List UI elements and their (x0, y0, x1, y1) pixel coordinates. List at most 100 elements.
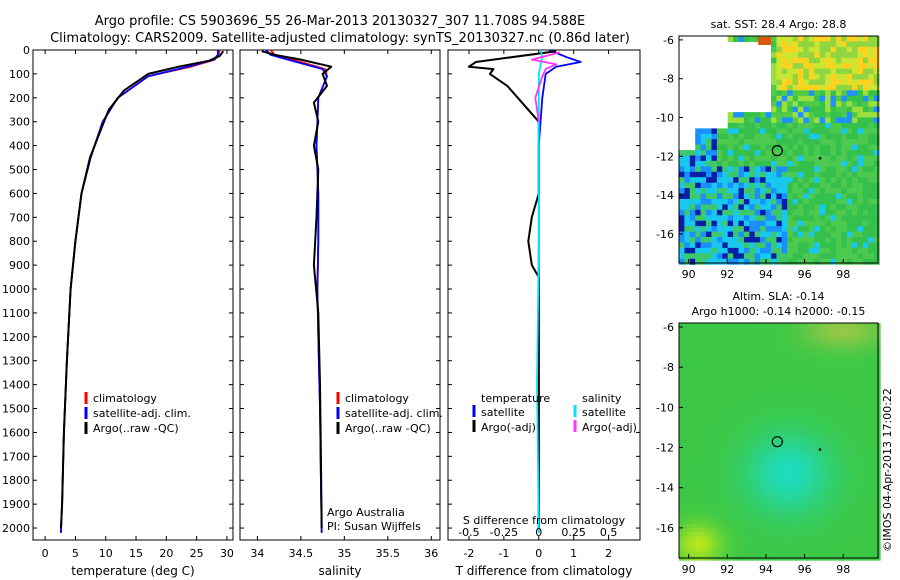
s-tick-label: -0.25 (490, 526, 518, 539)
map-cell (733, 133, 740, 140)
map-cell (771, 375, 777, 380)
map-cell (787, 122, 794, 129)
map-cell (781, 139, 788, 146)
map-cell (822, 503, 827, 509)
map-cell (873, 79, 880, 86)
map-cell (760, 199, 767, 205)
map-cell (713, 455, 719, 461)
map-cell (860, 399, 866, 404)
map-cell (752, 423, 757, 428)
map-cell (737, 507, 742, 513)
map-cell (682, 487, 688, 493)
map-cell (835, 215, 842, 222)
map-cell (792, 166, 799, 173)
map-cell (857, 209, 864, 216)
map-cell (818, 427, 823, 432)
map-cell (754, 226, 761, 233)
map-cell (791, 431, 796, 437)
map-cell (743, 247, 750, 254)
map-cell (852, 439, 858, 445)
map-cell (814, 204, 821, 211)
map-cell (781, 182, 788, 189)
map-cell (787, 155, 794, 162)
map-cell (806, 483, 811, 489)
map-cell (760, 347, 765, 352)
map-cell (698, 395, 703, 400)
map-cell (794, 339, 800, 344)
map-cell (716, 150, 723, 157)
map-cell (822, 548, 827, 553)
map-cell (781, 68, 788, 75)
map-cell (682, 475, 688, 481)
map-cell (738, 133, 745, 140)
map-cell (862, 90, 869, 97)
map-cell (702, 391, 707, 396)
map-cell (756, 467, 761, 473)
difference-panel: T difference from climatology-2 -1 0 1 2-0.5… (447, 49, 641, 578)
map-cell (802, 487, 808, 493)
map-cell (825, 117, 832, 124)
map-cell (764, 367, 769, 372)
map-cell (694, 531, 699, 537)
map-cell (841, 523, 846, 529)
map-cell (868, 95, 875, 102)
map-cell (717, 371, 723, 376)
map-cell (868, 327, 873, 332)
map-cell (725, 355, 730, 360)
annotation-line: Argo Australia (327, 506, 405, 519)
map-cell (733, 479, 738, 485)
map-cell (740, 467, 746, 473)
map-cell (706, 471, 711, 477)
map-cell (684, 253, 691, 260)
map-cell (806, 403, 811, 408)
map-cell (787, 182, 794, 189)
map-cell (856, 407, 862, 412)
map-cell (787, 499, 792, 505)
map-cell (760, 237, 767, 243)
map-cell (791, 479, 796, 485)
map-cell (868, 335, 873, 340)
map-cell (794, 415, 800, 420)
map-cell (749, 155, 756, 162)
map-cell (695, 182, 702, 189)
map-cell (841, 253, 848, 260)
map-cell (862, 95, 869, 102)
map-cell (743, 133, 750, 140)
map-cell (689, 171, 696, 178)
map-cell (814, 435, 819, 441)
map-cell (791, 459, 796, 465)
map-cell (849, 419, 854, 424)
map-cell (857, 182, 864, 189)
map-cell (860, 483, 866, 489)
map-cell (682, 339, 688, 344)
map-cell (862, 79, 869, 86)
map-cell (686, 347, 692, 352)
map-cell (706, 258, 712, 265)
map-cell (744, 527, 750, 533)
map-cell (740, 331, 746, 336)
map-cell (862, 74, 869, 80)
map-cell (825, 139, 832, 146)
map-cell (825, 451, 831, 457)
map-cell (806, 347, 811, 352)
map-cell (787, 209, 794, 216)
map-cell (717, 391, 723, 396)
map-cell (868, 247, 875, 254)
map-cell (806, 443, 811, 449)
map-cell (752, 379, 757, 384)
map-cell (835, 36, 842, 42)
map-cell (841, 95, 848, 102)
map-cell (818, 491, 823, 497)
map-cell (727, 150, 734, 157)
map-cell (849, 519, 854, 525)
map-cell (787, 84, 794, 91)
map-cell (868, 351, 873, 356)
map-cell (841, 101, 848, 108)
map-cell (744, 475, 750, 481)
map-cell (825, 531, 831, 537)
map-cell (756, 363, 761, 368)
map-cell (776, 106, 783, 113)
map-cell (872, 407, 877, 412)
map-cell (684, 231, 691, 238)
map-cell (717, 395, 723, 400)
